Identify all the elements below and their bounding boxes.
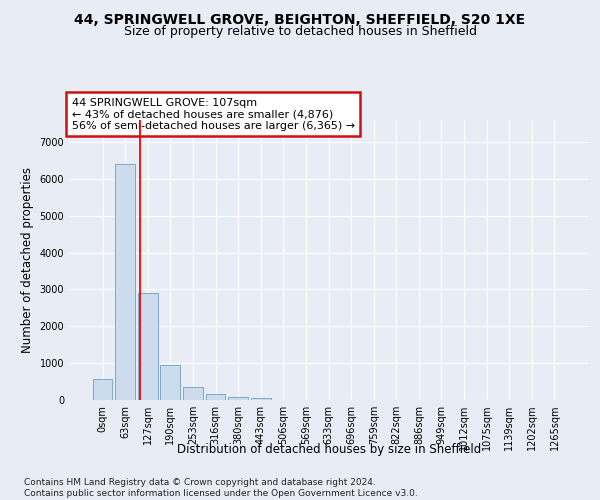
Text: Size of property relative to detached houses in Sheffield: Size of property relative to detached ho… — [124, 25, 476, 38]
Bar — [251, 398, 271, 400]
Bar — [115, 164, 135, 400]
Bar — [160, 364, 180, 400]
Bar — [183, 387, 203, 400]
Text: Distribution of detached houses by size in Sheffield: Distribution of detached houses by size … — [176, 442, 481, 456]
Bar — [92, 378, 112, 400]
Text: 44, SPRINGWELL GROVE, BEIGHTON, SHEFFIELD, S20 1XE: 44, SPRINGWELL GROVE, BEIGHTON, SHEFFIEL… — [74, 12, 526, 26]
Text: Contains HM Land Registry data © Crown copyright and database right 2024.
Contai: Contains HM Land Registry data © Crown c… — [24, 478, 418, 498]
Bar — [228, 396, 248, 400]
Text: 44 SPRINGWELL GROVE: 107sqm
← 43% of detached houses are smaller (4,876)
56% of : 44 SPRINGWELL GROVE: 107sqm ← 43% of det… — [71, 98, 355, 131]
Bar — [138, 293, 158, 400]
Y-axis label: Number of detached properties: Number of detached properties — [21, 167, 34, 353]
Bar — [206, 394, 226, 400]
